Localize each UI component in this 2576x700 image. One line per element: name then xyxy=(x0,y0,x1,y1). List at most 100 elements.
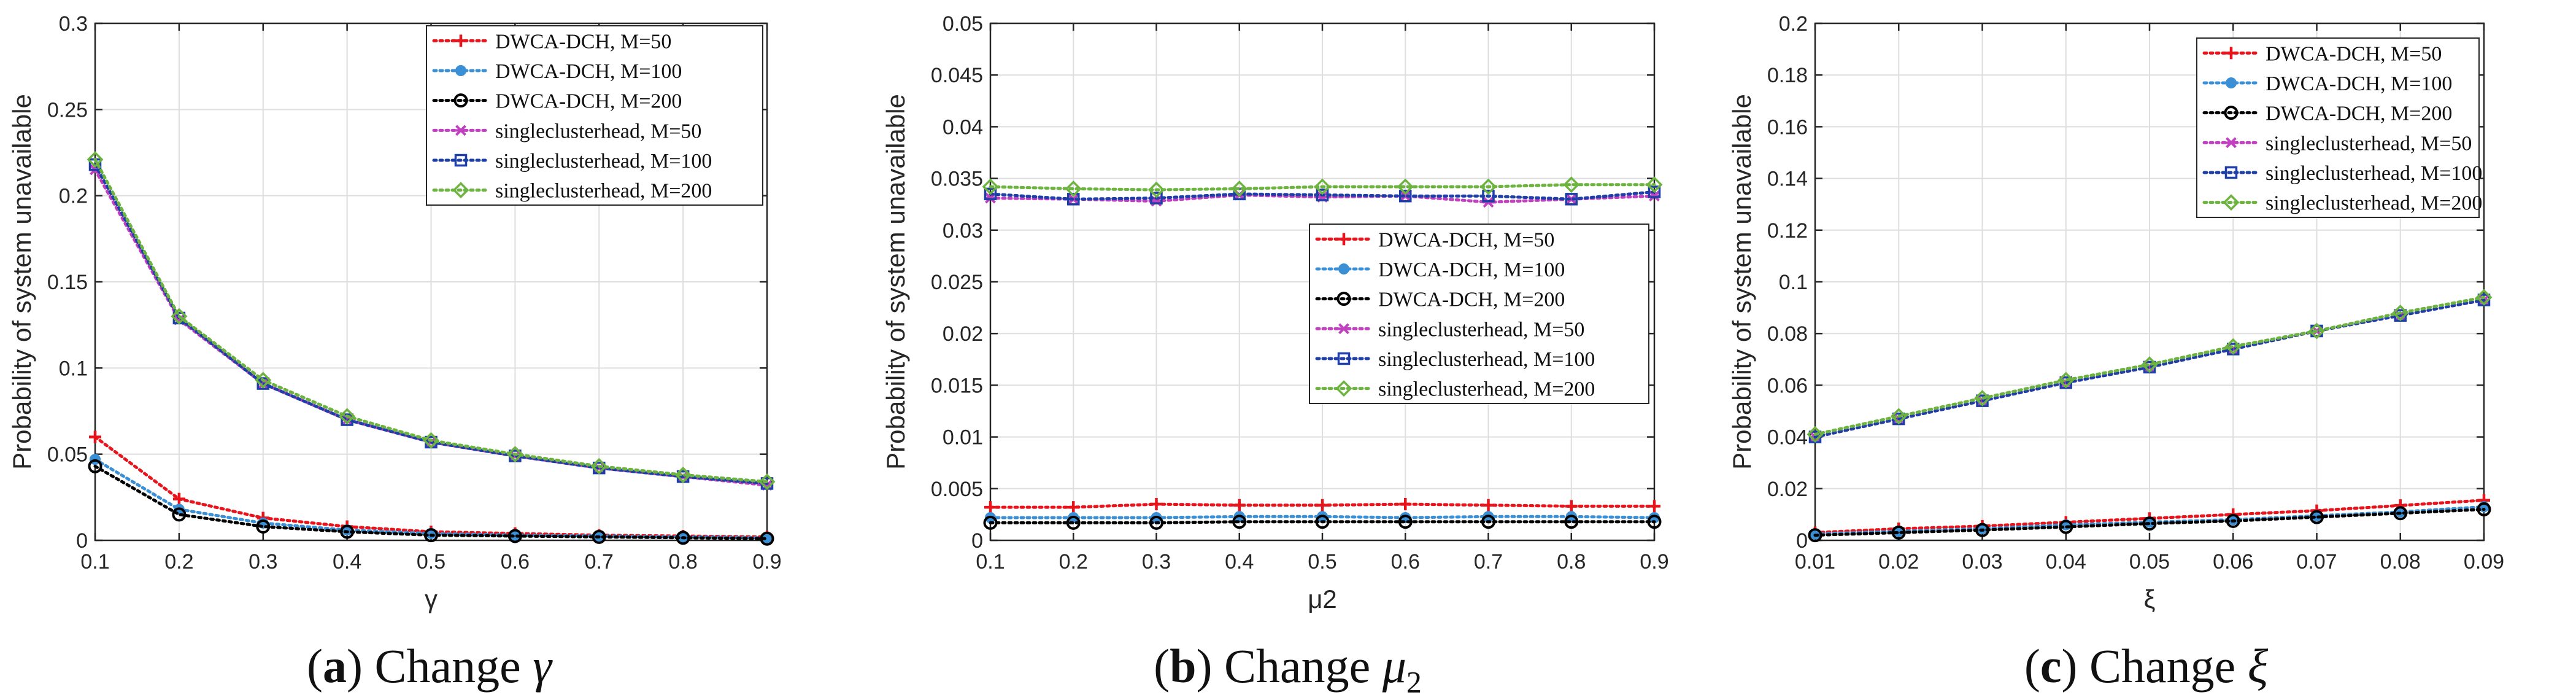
caption-c-text: Change xyxy=(2089,639,2236,693)
data-point xyxy=(172,507,187,522)
data-point xyxy=(1148,181,1165,198)
chart-panel-c: 0.01 0.02 0.03 0.04 0.05 0.06 0.07 0.08 0.09 0 0.0… xyxy=(1717,0,2575,699)
data-point xyxy=(2057,371,2075,389)
x-axis-label: ξ xyxy=(2144,585,2156,613)
y-tick-label: 0.03 xyxy=(943,219,983,243)
x-tick-label: 0.5 xyxy=(1308,550,1336,574)
data-point xyxy=(1399,189,1412,203)
data-point xyxy=(1648,185,1661,198)
caption-b: (b) Change μ2 xyxy=(1154,639,1422,699)
data-point xyxy=(1150,498,1163,511)
legend-marker xyxy=(454,154,468,167)
legend-marker xyxy=(2223,194,2240,211)
data-point xyxy=(2475,289,2493,306)
x-tick-label: 0.3 xyxy=(1142,550,1171,574)
y-tick-label: 0.02 xyxy=(943,322,983,346)
ticks: 0.01 0.02 0.03 0.04 0.05 0.06 0.07 0.08 0.09 0 0.0… xyxy=(1767,12,2504,574)
x-tick-label: 0.8 xyxy=(1557,550,1586,574)
data-point xyxy=(424,528,438,543)
y-tick-label: 0.08 xyxy=(1767,322,1808,346)
legend: DWCA-DCH, M=50 DWCA-DCH, M=100 DWCA-DCH, M… xyxy=(1309,224,1649,404)
legend-marker xyxy=(455,125,466,136)
data-point xyxy=(1974,389,1991,406)
data-point xyxy=(1398,515,1413,529)
legend: DWCA-DCH, M=50 DWCA-DCH, M=100 DWCA-DCH, M… xyxy=(2196,37,2482,218)
x-tick-label: 0.6 xyxy=(501,550,530,574)
chart-c: 0.01 0.02 0.03 0.04 0.05 0.06 0.07 0.08 0.09 0 0.0… xyxy=(1727,12,2504,613)
legend-item: singleclusterhead, M=200 xyxy=(432,180,712,203)
legend: DWCA-DCH, M=50 DWCA-DCH, M=100 DWCA-DCH, M… xyxy=(426,25,763,206)
data-point xyxy=(1067,193,1080,206)
legend-label: singleclusterhead, M=200 xyxy=(495,180,712,203)
x-tick-label: 0.03 xyxy=(1962,550,2002,574)
data-point xyxy=(2393,506,2408,521)
chart-b: 0.1 0.2 0.3 0.4 0.5 0.6 0.7 0.8 0.9 0 0.005 0.01 0.0… xyxy=(881,12,1669,613)
x-tick-label: 0.4 xyxy=(333,550,361,574)
data-point xyxy=(676,531,690,545)
caption-a-text: Change xyxy=(374,639,521,693)
data-point xyxy=(172,492,185,505)
data-point xyxy=(2392,305,2409,321)
y-tick-label: 0.2 xyxy=(59,185,88,208)
y-tick-label: 0.25 xyxy=(47,98,88,122)
caption-b-label: b xyxy=(1170,639,1197,693)
legend-label: DWCA-DCH, M=200 xyxy=(495,90,682,113)
data-point xyxy=(507,529,522,543)
legend-marker xyxy=(1335,380,1352,397)
series-3 xyxy=(983,515,1662,530)
x-tick-label: 0.1 xyxy=(80,550,109,574)
data-point xyxy=(590,457,607,475)
series-3 xyxy=(1808,502,2491,543)
data-point xyxy=(89,430,101,443)
data-point xyxy=(340,524,355,539)
x-tick-label: 0.8 xyxy=(668,550,697,574)
y-tick-label: 0.02 xyxy=(1767,478,1808,501)
data-point xyxy=(1565,193,1578,206)
legend-item: DWCA-DCH, M=200 xyxy=(2202,103,2452,125)
legend-item: DWCA-DCH, M=100 xyxy=(432,60,682,83)
legend-label: DWCA-DCH, M=50 xyxy=(495,30,671,53)
data-point xyxy=(1563,176,1580,193)
series-1 xyxy=(984,498,1660,514)
caption-a-label: a xyxy=(322,639,347,693)
caption-c: (c) Change ξ xyxy=(2024,639,2269,693)
caption-b-symbol: μ xyxy=(1382,639,1406,693)
data-point xyxy=(1891,525,1906,540)
data-point xyxy=(339,408,356,425)
y-tick-label: 0.045 xyxy=(931,64,983,87)
data-point xyxy=(256,519,271,534)
caption-b-text: Change xyxy=(1224,639,1371,693)
legend-item: DWCA-DCH, M=200 xyxy=(432,90,682,113)
x-tick-label: 0.3 xyxy=(249,550,277,574)
legend-marker xyxy=(455,65,466,76)
x-tick-label: 0.5 xyxy=(417,550,445,574)
x-tick-label: 0.7 xyxy=(1474,550,1503,574)
y-tick-label: 0.04 xyxy=(943,115,983,139)
legend-item: DWCA-DCH, M=50 xyxy=(432,30,671,53)
legend-label: DWCA-DCH, M=100 xyxy=(2266,72,2452,95)
y-tick-label: 0.2 xyxy=(1779,12,1808,36)
y-tick-label: 0.14 xyxy=(1767,168,1808,191)
y-tick-label: 0.025 xyxy=(931,271,983,294)
data-point xyxy=(1648,500,1660,513)
series-line xyxy=(1813,508,2486,537)
data-point xyxy=(1647,515,1662,529)
x-tick-label: 0.01 xyxy=(1795,550,1835,574)
data-point xyxy=(1233,499,1246,511)
legend-item: DWCA-DCH, M=50 xyxy=(1315,228,1554,251)
legend-label: singleclusterhead, M=50 xyxy=(2266,132,2472,155)
legend-marker xyxy=(1338,233,1350,246)
data-point xyxy=(1065,180,1082,197)
data-point xyxy=(171,308,188,325)
legend-item: singleclusterhead, M=100 xyxy=(2202,162,2482,185)
data-point xyxy=(1482,499,1495,511)
legend-label: singleclusterhead, M=200 xyxy=(1378,378,1595,401)
data-point xyxy=(1890,408,1907,425)
legend-marker xyxy=(453,93,468,108)
data-point xyxy=(1646,176,1663,193)
ticks: 0.1 0.2 0.3 0.4 0.5 0.6 0.7 0.8 0.9 0 0.005 0.01 0.0… xyxy=(931,12,1669,574)
legend-item: singleclusterhead, M=200 xyxy=(1315,378,1595,401)
data-point xyxy=(87,151,104,168)
series-6 xyxy=(1807,289,2493,443)
legend-item: DWCA-DCH, M=100 xyxy=(1315,259,1565,281)
